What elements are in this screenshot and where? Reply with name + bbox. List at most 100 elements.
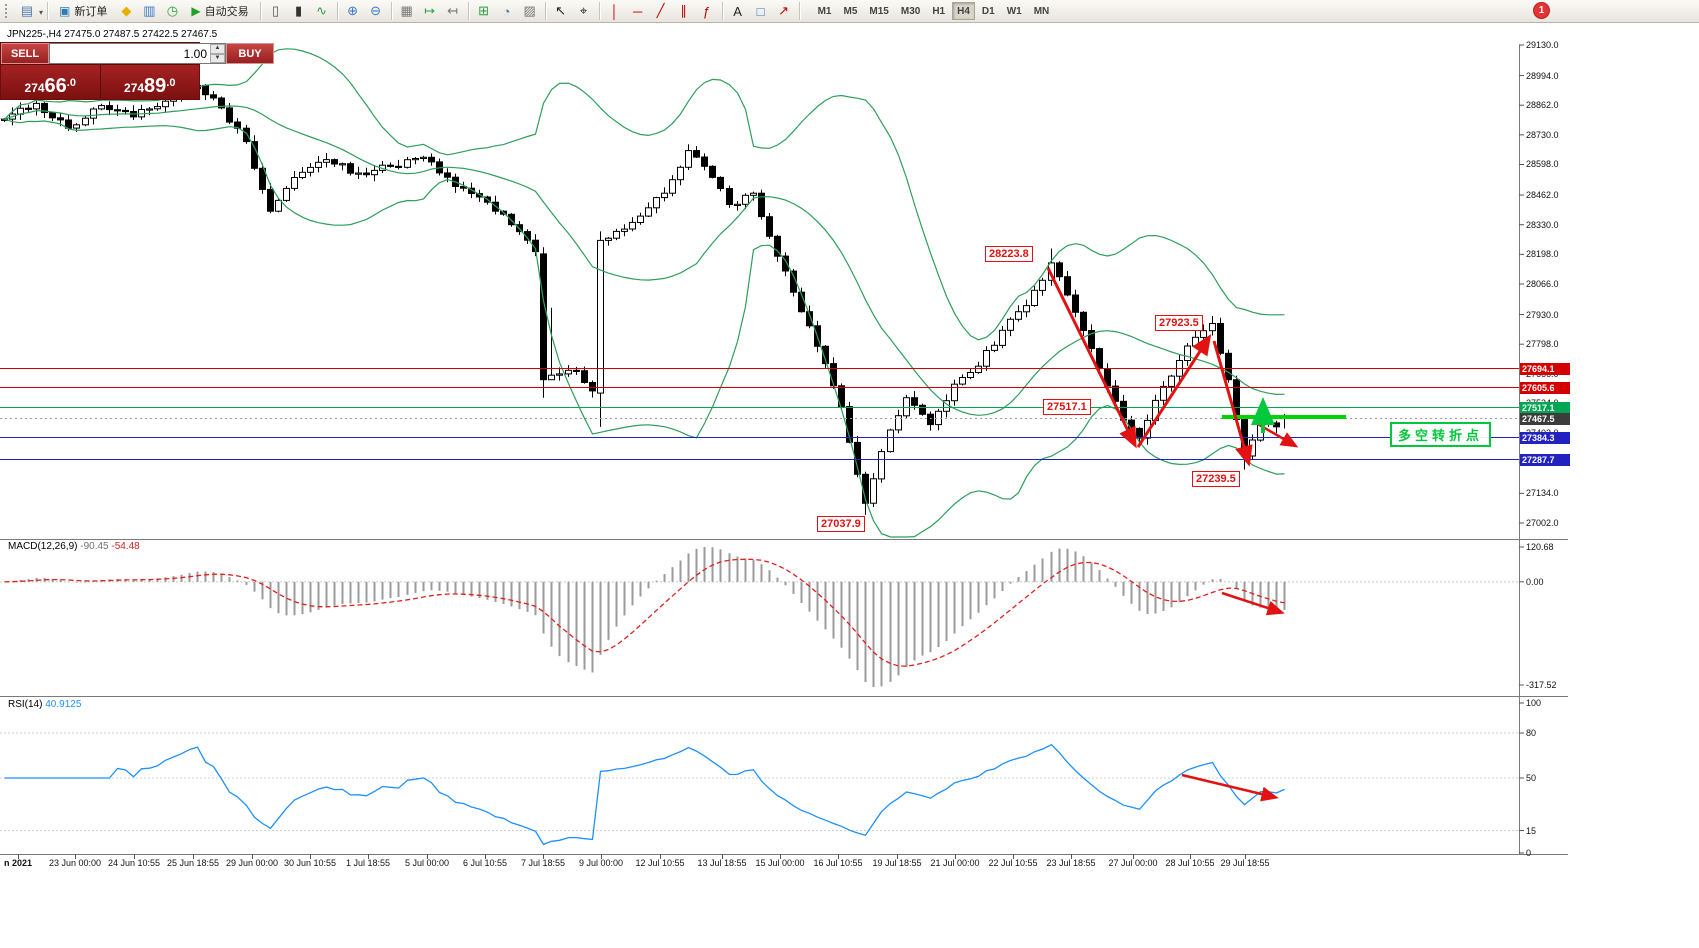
time-axis-label: 23 Jul 18:55 bbox=[1046, 858, 1096, 868]
chart-shift-icon[interactable]: ↤ bbox=[447, 3, 459, 18]
timeframe-m5[interactable]: M5 bbox=[843, 5, 858, 17]
price-digits: 274 bbox=[124, 81, 145, 95]
timeframe-h4[interactable]: H4 bbox=[952, 2, 975, 20]
autotrading-button[interactable]: ▶ 自动交易 bbox=[184, 1, 255, 21]
toolbar-separator bbox=[721, 2, 723, 20]
price-axis-label: 28330.0 bbox=[1526, 219, 1559, 230]
lot-input[interactable] bbox=[50, 44, 210, 63]
macd-axis-label: 0.00 bbox=[1526, 576, 1544, 587]
auto-scroll-icon[interactable]: ↦ bbox=[424, 3, 436, 18]
trend-arrow[interactable] bbox=[1046, 267, 1137, 449]
price-axis-label: 28598.0 bbox=[1526, 159, 1559, 170]
trendline-icon[interactable]: ╱ bbox=[656, 3, 665, 18]
price-tag: 27694.1 bbox=[1520, 362, 1570, 375]
dropdown-caret-icon[interactable] bbox=[39, 2, 43, 20]
time-axis-label: 9 Jul 00:00 bbox=[578, 858, 624, 868]
time-axis-label: 5 Jul 00:00 bbox=[404, 858, 450, 868]
time-axis-label: 27 Jul 00:00 bbox=[1108, 858, 1158, 868]
toolbar-grip bbox=[5, 4, 12, 18]
time-axis-label: n 2021 bbox=[3, 858, 33, 868]
macd-name: MACD(12,26,9) bbox=[8, 541, 78, 552]
timeframe-d1[interactable]: D1 bbox=[981, 5, 995, 17]
bar-chart-type-icon[interactable]: ▯ bbox=[272, 3, 280, 18]
macd-axis-label: 120.68 bbox=[1526, 542, 1554, 552]
macd-axis-label: -317.52 bbox=[1526, 680, 1557, 690]
price-annotation[interactable]: 28223.8 bbox=[985, 246, 1033, 262]
arrows-icon[interactable]: ↗ bbox=[778, 3, 790, 18]
price-axis-label: 28198.0 bbox=[1526, 249, 1559, 260]
chart-canvas[interactable] bbox=[0, 23, 1699, 948]
trend-arrow[interactable] bbox=[1221, 591, 1285, 616]
price-tag: 27384.3 bbox=[1520, 431, 1570, 444]
candlestick-series bbox=[1, 80, 1288, 515]
macd-signal-line bbox=[4, 558, 1285, 667]
trend-arrow[interactable] bbox=[1136, 333, 1212, 448]
history-center-icon[interactable]: ◷ bbox=[166, 3, 179, 18]
label-icon[interactable]: □ bbox=[756, 3, 765, 19]
rsi-indicator-label: RSI(14) 40.9125 bbox=[8, 699, 81, 710]
price-annotation[interactable]: 27239.5 bbox=[1192, 471, 1240, 487]
timeframe-h1[interactable]: H1 bbox=[932, 5, 946, 17]
turning-point-note: 多空转折点 bbox=[1390, 422, 1492, 447]
time-axis-label: 16 Jul 10:55 bbox=[813, 858, 863, 868]
lot-increase-button[interactable] bbox=[210, 44, 225, 54]
price-axis-label: 28994.0 bbox=[1526, 70, 1559, 81]
macd-histogram bbox=[11, 547, 1286, 687]
time-axis-label: 23 Jun 00:00 bbox=[48, 858, 102, 868]
lot-decrease-button[interactable] bbox=[210, 53, 225, 63]
trend-arrow[interactable] bbox=[1181, 773, 1279, 802]
sell-button[interactable]: SELL bbox=[1, 43, 49, 64]
line-chart-type-icon[interactable]: ∿ bbox=[316, 3, 328, 18]
rsi-axis-label: 100 bbox=[1526, 698, 1542, 708]
indicators-icon[interactable]: ⊞ bbox=[478, 3, 490, 18]
crosshair-icon[interactable]: ⌖ bbox=[579, 3, 588, 18]
sell-price[interactable]: 274 66.0 bbox=[1, 65, 100, 99]
text-icon[interactable]: A bbox=[733, 3, 742, 19]
cursor-icon[interactable]: ↖ bbox=[555, 3, 567, 18]
price-axis-label: 28730.0 bbox=[1526, 129, 1559, 140]
price-annotation[interactable]: 27037.9 bbox=[817, 516, 865, 532]
periods-icon[interactable]: ◔ bbox=[502, 3, 511, 19]
trend-arrow[interactable] bbox=[1212, 340, 1253, 467]
notification-badge[interactable]: 1 bbox=[1534, 3, 1549, 18]
rsi-axis-label: 0 bbox=[1526, 848, 1532, 858]
price-digits: .0 bbox=[66, 77, 76, 89]
support-segment[interactable] bbox=[1222, 415, 1346, 419]
time-axis-label: 24 Jun 10:55 bbox=[107, 858, 161, 868]
toolbar-separator bbox=[798, 2, 800, 20]
bollinger-band-line bbox=[4, 48, 1285, 341]
price-axis-label: 27798.0 bbox=[1526, 339, 1559, 350]
fibonacci-icon[interactable]: ƒ bbox=[702, 3, 711, 19]
vertical-line-icon[interactable]: │ bbox=[610, 3, 619, 19]
market-watch-icon[interactable]: ▥ bbox=[143, 3, 156, 18]
templates-icon[interactable]: ▨ bbox=[523, 3, 536, 18]
toolbar-separator bbox=[336, 2, 338, 20]
price-tag: 27467.5 bbox=[1520, 412, 1570, 425]
timeframe-w1[interactable]: W1 bbox=[1006, 5, 1022, 17]
horizontal-line-icon[interactable]: ─ bbox=[632, 3, 643, 19]
timeframe-m30[interactable]: M30 bbox=[900, 5, 921, 17]
price-annotation[interactable]: 27923.5 bbox=[1155, 315, 1203, 331]
chart-area[interactable]: JPN225-,H4 27475.0 27487.5 27422.5 27467… bbox=[0, 23, 1699, 948]
macd-indicator-label: MACD(12,26,9) -90.45 -54.48 bbox=[8, 541, 140, 552]
time-axis-label: 21 Jul 00:00 bbox=[930, 858, 980, 868]
buy-price[interactable]: 274 89.0 bbox=[101, 65, 200, 99]
timeframe-m1[interactable]: M1 bbox=[817, 5, 832, 17]
zoom-in-icon[interactable]: ⊕ bbox=[347, 3, 359, 18]
tile-windows-icon[interactable]: ▦ bbox=[400, 3, 413, 18]
new-order-button[interactable]: ▣ 新订单 bbox=[52, 1, 114, 21]
mql5-icon[interactable]: ◆ bbox=[121, 3, 132, 18]
zoom-out-icon[interactable]: ⊖ bbox=[370, 3, 382, 18]
price-axis-label: 27930.0 bbox=[1526, 309, 1559, 320]
buy-button[interactable]: BUY bbox=[226, 43, 274, 64]
candle-chart-type-icon[interactable]: ▮ bbox=[295, 3, 303, 18]
chart-window-icon[interactable]: ▤ bbox=[20, 3, 34, 18]
price-annotation[interactable]: 27517.1 bbox=[1043, 399, 1091, 415]
timeframe-mn[interactable]: MN bbox=[1033, 5, 1050, 17]
toolbar-separator bbox=[390, 2, 392, 20]
toolbar-separator bbox=[467, 2, 469, 20]
time-axis-label: 28 Jul 10:55 bbox=[1165, 858, 1215, 868]
timeframe-m15[interactable]: M15 bbox=[869, 5, 889, 17]
channel-icon[interactable]: ∥ bbox=[680, 3, 687, 18]
